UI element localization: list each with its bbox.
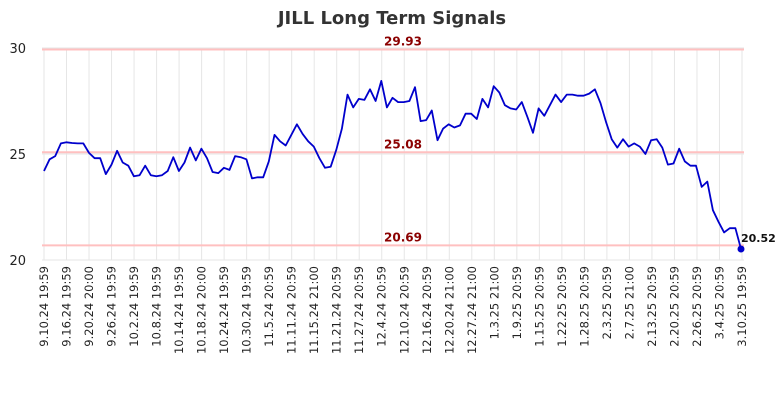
x-tick-label: 1.3.25 21:00: [487, 266, 501, 339]
x-tick-label: 11.11.24 20:59: [285, 266, 299, 354]
x-tick-label: 11.15.24 21:00: [307, 266, 321, 354]
x-tick-label: 10.30.24 19:59: [240, 266, 254, 354]
x-tick-label: 10.8.24 19:59: [150, 266, 164, 347]
reference-label: 25.08: [384, 137, 422, 151]
x-tick-label: 1.15.25 20:59: [532, 266, 546, 347]
x-tick-label: 10.14.24 19:59: [172, 266, 186, 354]
x-tick-label: 10.24.24 19:59: [217, 266, 231, 354]
x-tick-label: 2.13.25 20:59: [645, 266, 659, 347]
x-tick-label: 3.10.25 19:59: [735, 266, 749, 347]
x-tick-label: 1.22.25 20:59: [555, 266, 569, 347]
x-tick-label: 11.5.24 20:59: [262, 266, 276, 347]
reference-label: 29.93: [384, 34, 422, 48]
x-tick-label: 12.16.24 20:59: [420, 266, 434, 354]
y-tick-label: 30: [9, 42, 26, 57]
x-tick-label: 3.4.25 20:59: [712, 266, 726, 339]
x-tick-label: 11.27.24 20:59: [352, 266, 366, 354]
last-point-marker: [737, 245, 745, 253]
x-tick-label: 9.10.24 19:59: [37, 266, 51, 347]
x-tick-label: 2.7.25 21:00: [622, 266, 636, 339]
x-tick-label: 11.21.24 20:59: [330, 266, 344, 354]
x-tick-label: 12.4.24 20:59: [375, 266, 389, 347]
price-line: [43, 80, 742, 250]
x-tick-label: 2.20.25 20:59: [667, 266, 681, 347]
x-tick-label: 2.3.25 20:59: [600, 266, 614, 339]
x-tick-label: 1.28.25 20:59: [577, 266, 591, 347]
x-tick-label: 10.18.24 20:00: [195, 266, 209, 354]
x-tick-label: 12.10.24 20:59: [397, 266, 411, 354]
chart-title: JILL Long Term Signals: [277, 8, 507, 29]
x-tick-label: 12.20.24 21:00: [442, 266, 456, 354]
x-tick-label: 10.2.24 19:59: [127, 266, 141, 347]
x-tick-label: 9.20.24 20:00: [82, 266, 96, 347]
y-tick-label: 20: [9, 254, 26, 269]
y-tick-label: 25: [9, 148, 26, 163]
x-tick-label: 9.26.24 19:59: [105, 266, 119, 347]
last-value-label: 20.52: [741, 232, 776, 245]
reference-label: 20.69: [384, 230, 422, 244]
x-tick-label: 1.9.25 20:59: [510, 266, 524, 339]
x-tick-label: 12.27.24 21:00: [465, 266, 479, 354]
x-tick-label: 9.16.24 19:59: [60, 266, 74, 347]
x-tick-label: 2.26.25 20:59: [690, 266, 704, 347]
